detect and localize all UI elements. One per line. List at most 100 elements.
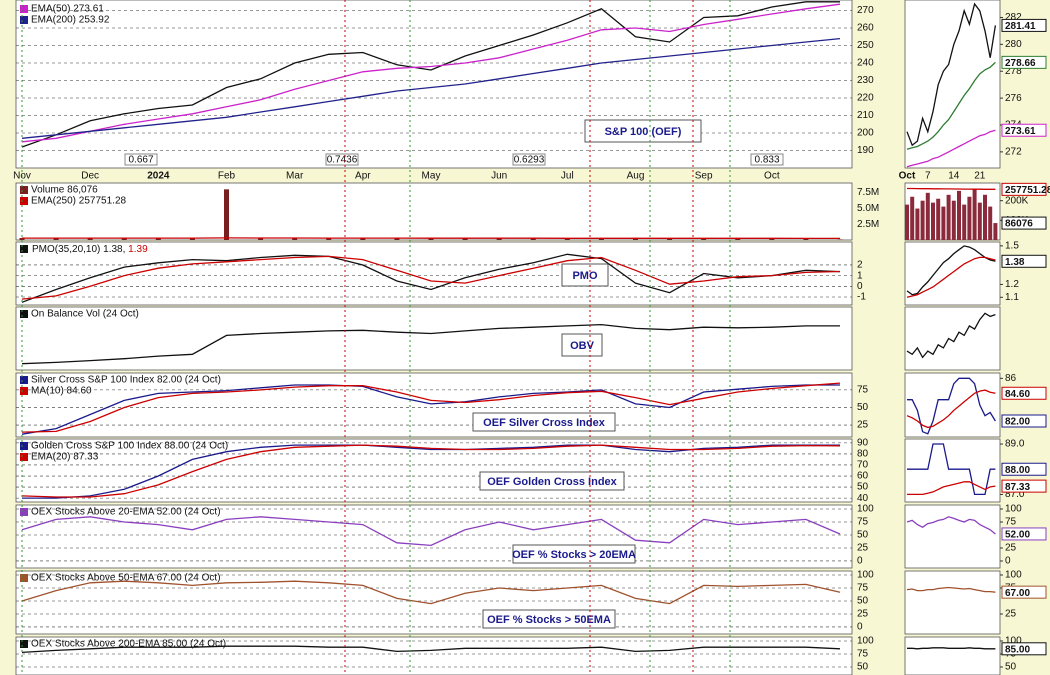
series-line: [21, 444, 841, 498]
y-tick-label: 25: [857, 420, 869, 431]
y-tick-label: 75: [1005, 517, 1017, 528]
volume-bar: [564, 238, 570, 240]
y-tick-label: 210: [857, 110, 874, 121]
value-marker: [1001, 182, 1047, 196]
y-tick-label: 1.2: [1005, 279, 1019, 290]
x-tick-label: Jul: [561, 171, 574, 182]
value-marker: [1001, 585, 1047, 599]
zoom-plot: [906, 377, 996, 435]
y-tick-label: 1: [857, 270, 863, 281]
legend-entry: PMO(35,20,10) 1.38,: [32, 244, 125, 255]
annotation-box: [584, 119, 702, 143]
series-line: [22, 444, 840, 499]
legend-entry: OEX Stocks Above 50-EMA 67.00 (24 Oct): [31, 573, 221, 584]
series-line: [21, 382, 841, 433]
note: 0.667: [128, 155, 153, 166]
zoom-plot: [906, 312, 996, 359]
annotation-box: [472, 412, 616, 432]
y-tick-label: 240: [857, 58, 874, 69]
legend-swatch: [20, 640, 28, 648]
value-label: 273.61: [1005, 126, 1036, 137]
y-tick-label: 200: [857, 128, 874, 139]
value-label: 1.38: [1005, 257, 1025, 268]
plot: [19, 189, 843, 240]
y-tick-label: 100: [857, 570, 874, 581]
volume-bar: [667, 238, 673, 240]
value-label: 85.00: [1005, 644, 1030, 655]
value-marker: [1001, 216, 1047, 230]
zoom-plot: [907, 647, 996, 650]
legend-swatch: [20, 508, 28, 516]
volume-bar: [598, 237, 604, 240]
volume-bar: [925, 192, 930, 240]
series-line: [906, 61, 996, 150]
series-line: [906, 516, 996, 535]
legend-swatch: [20, 376, 28, 384]
zoom-panel: [904, 0, 1001, 169]
value-label: 52.00: [1005, 530, 1030, 541]
volume-bar: [87, 238, 93, 240]
legend-entry: EMA(250) 257751.28: [31, 196, 127, 207]
x-tick-label: 7: [925, 171, 931, 182]
annotation: OEF Silver Cross Index: [483, 417, 606, 429]
y-tick-label: 50: [857, 482, 869, 493]
legend: PMO(35,20,10) 1.38, 1.39: [32, 244, 148, 255]
annotation: OEF Golden Cross Index: [487, 476, 617, 488]
annotation-box: [482, 609, 616, 629]
volume-bar: [53, 237, 59, 240]
legend-swatch: [20, 197, 28, 205]
y-tick-label: 1.1: [1005, 292, 1019, 303]
legend-entry: MA(10) 84.60: [31, 386, 92, 397]
zoom-plot: [906, 245, 996, 298]
value-label: 257751.28: [1005, 185, 1050, 196]
legend-swatch: [20, 5, 28, 13]
x-tick-label: Mar: [286, 171, 304, 182]
legend-swatch: [20, 16, 28, 24]
volume-bar: [258, 237, 264, 240]
y-tick-label: 25: [1005, 543, 1017, 554]
legend-entry: OEX Stocks Above 20-EMA 52.00 (24 Oct): [31, 507, 221, 518]
panel: [15, 636, 853, 675]
y-tick-label: 250: [857, 40, 874, 51]
y-tick-label: 75: [857, 583, 869, 594]
series-line: [906, 312, 996, 359]
value-marker: [1001, 18, 1047, 32]
x-tick-label: Oct: [899, 171, 916, 182]
volume-bar: [394, 238, 400, 240]
volume-bar: [224, 189, 229, 240]
note: 0.6293: [514, 155, 545, 166]
value-marker: [1001, 479, 1047, 493]
legend-entry: EMA(50) 273.61: [31, 4, 104, 15]
y-tick-label: 87.0: [1005, 489, 1025, 500]
series-line: [907, 377, 996, 435]
y-tick-label: 200K: [1005, 195, 1029, 206]
volume-bar: [19, 237, 25, 240]
note-box: [512, 153, 546, 166]
legend-entry: Golden Cross S&P 100 Index 88.00 (24 Oct…: [31, 441, 228, 452]
annotation-box: [561, 263, 609, 287]
value-label: 84.60: [1005, 389, 1030, 400]
zoom-plot: [906, 2, 997, 168]
volume-bar: [428, 238, 434, 240]
volume-bar: [988, 206, 993, 240]
plot: [21, 323, 840, 365]
series-line: [22, 237, 840, 240]
y-tick-label: 50: [857, 596, 869, 607]
plot: [21, 645, 841, 654]
annotation-box: [479, 471, 625, 491]
value-label: 278.66: [1005, 58, 1036, 69]
y-tick-label: 260: [857, 23, 874, 34]
y-tick-label: -1: [857, 292, 866, 303]
panel: [15, 0, 853, 169]
annotation: OEF % Stocks > 50EMA: [487, 614, 611, 626]
y-tick-label: 100: [1005, 636, 1022, 647]
value-label: 86076: [1005, 219, 1033, 230]
volume-bar: [701, 238, 707, 240]
series-line: [907, 443, 996, 496]
volume-bar: [977, 202, 982, 240]
series-line: [907, 647, 996, 650]
x-tick-label: Oct: [764, 171, 780, 182]
volume-bar: [946, 194, 951, 240]
legend-entry: EMA(200) 253.92: [31, 15, 110, 26]
